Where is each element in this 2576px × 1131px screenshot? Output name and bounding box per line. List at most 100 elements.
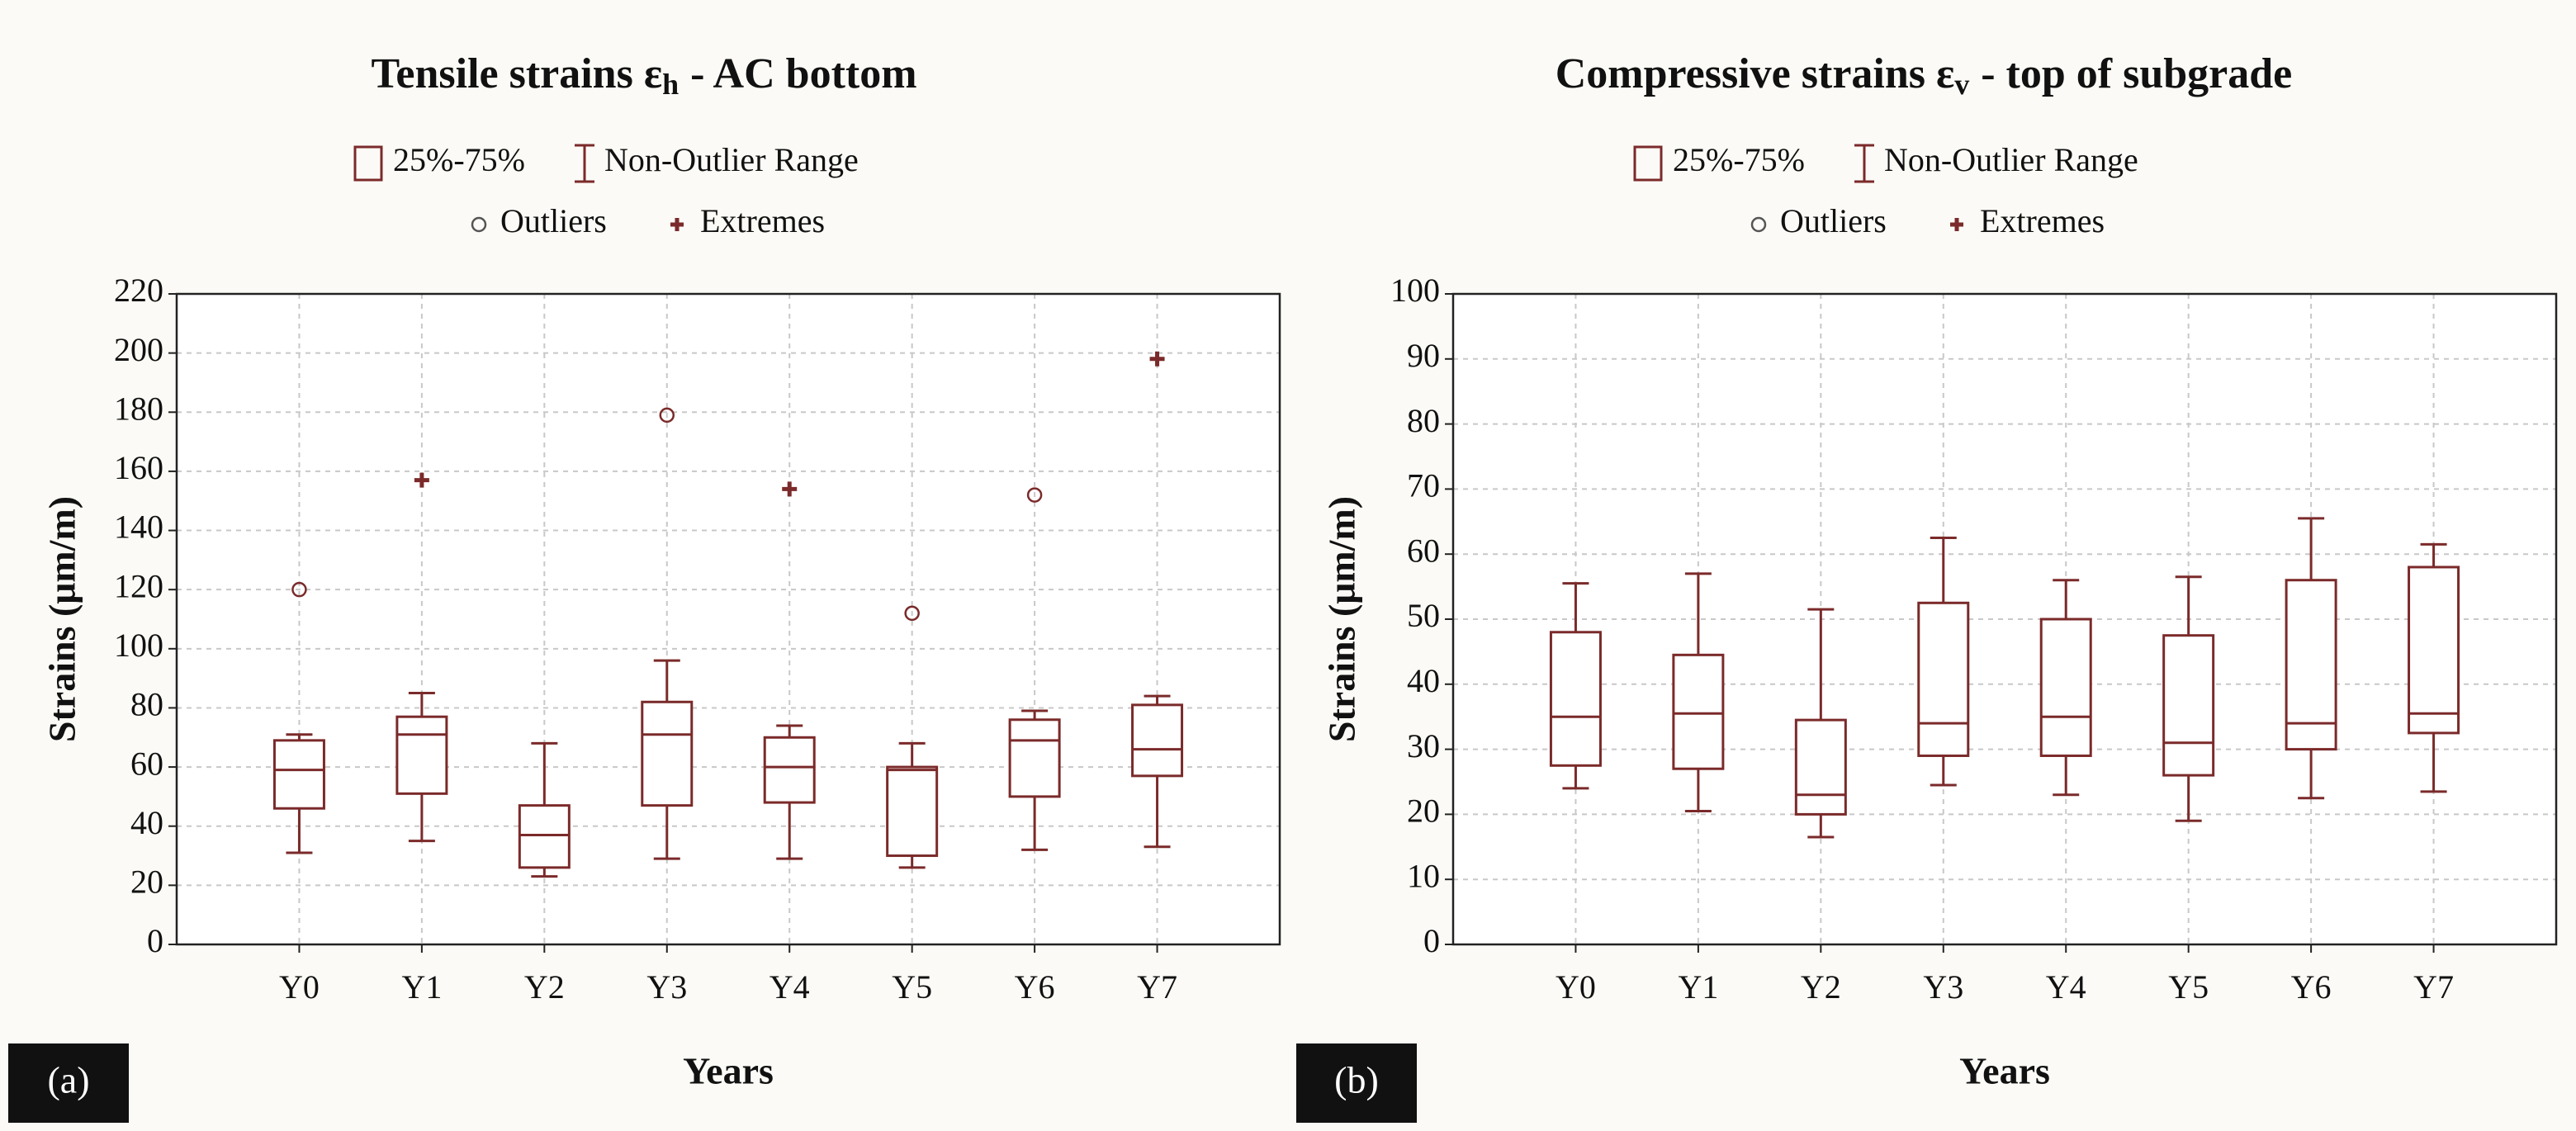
x-tick-label: Y1 [1678,968,1718,1006]
y-tick-label: 140 [114,509,163,546]
x-tick-label: Y2 [1801,968,1841,1006]
outlier [659,407,675,424]
x-axis-label: Years [1959,1050,2050,1092]
plot-frame [175,292,1281,946]
x-tick-label: Y3 [1923,968,1963,1006]
box [2408,566,2460,735]
box [641,700,694,807]
legend-box-symbol [1633,145,1663,182]
box [763,736,816,804]
legend-outlier-symbol [1750,216,1767,233]
y-tick-label: 100 [1390,272,1440,309]
y-tick-label: 0 [147,922,163,959]
title-subscript: v [1954,68,1969,101]
outlier [1026,487,1043,503]
extreme [414,472,429,488]
chart-title: Compressive strains εv - top of subgrade [1556,50,2293,101]
legend-box-symbol [353,145,383,182]
title-main: Compressive strains ε [1556,50,1954,97]
y-tick-label: 70 [1407,467,1440,504]
y-tick-label: 40 [1407,662,1440,699]
x-tick-label: Y5 [2168,968,2209,1006]
box [518,804,571,869]
y-tick-label: 200 [114,331,163,368]
legend-label: Non-Outlier Range [1884,141,2138,178]
y-tick-label: 0 [1423,922,1440,959]
y-tick-label: 80 [130,686,163,723]
box [2039,618,2092,757]
y-tick-label: 120 [114,567,163,604]
legend-label: Non-Outlier Range [604,141,859,178]
legend-whisker-symbol [575,144,594,183]
box [1917,601,1970,757]
legend-label: 25%-75% [393,141,525,178]
title-subscript: h [662,68,679,101]
chart-title: Tensile strains εh - AC bottom [371,50,916,101]
x-tick-label: Y4 [2046,968,2086,1006]
title-main: Tensile strains ε [371,50,662,97]
panel-label: (b) [1334,1059,1379,1101]
y-axis-label: Strains (μm/m) [1321,496,1363,742]
box [1672,653,1725,770]
box [2162,634,2215,777]
legend-whisker-symbol [1854,144,1874,183]
x-tick-label: Y3 [646,968,687,1006]
x-tick-label: Y6 [1015,968,1055,1006]
x-tick-label: Y7 [2413,968,2454,1006]
y-tick-label: 20 [1407,793,1440,830]
y-tick-label: 50 [1407,597,1440,634]
title-end: - AC bottom [690,50,916,97]
box [395,715,448,795]
y-tick-label: 220 [114,272,163,309]
extreme [782,481,798,497]
legend-outlier-symbol [471,216,487,233]
legend-label: Extremes [700,202,825,239]
legend-extreme-symbol [1950,218,1963,231]
x-tick-label: Y0 [279,968,320,1006]
legend-extreme-symbol [670,218,684,231]
y-tick-label: 100 [114,627,163,664]
panel-label-box [8,1043,129,1123]
plot-area [177,294,1280,944]
x-tick-label: Y1 [401,968,442,1006]
box [1131,703,1184,778]
y-tick-label: 40 [130,804,163,841]
y-tick-label: 160 [114,449,163,486]
x-tick-label: Y5 [892,968,932,1006]
y-tick-label: 20 [130,864,163,901]
plot-frame [1451,292,2558,946]
y-tick-label: 10 [1407,857,1440,894]
y-tick-label: 60 [130,745,163,782]
box [2285,579,2337,751]
y-tick-label: 90 [1407,337,1440,374]
box [886,765,939,858]
legend-label: 25%-75% [1673,141,1805,178]
outlier [904,605,920,622]
outlier [291,581,307,598]
box [1794,718,1847,816]
y-tick-label: 180 [114,390,163,427]
extreme [1149,351,1165,367]
x-tick-label: Y2 [524,968,565,1006]
x-tick-label: Y4 [769,968,810,1006]
legend-label: Outliers [500,202,607,239]
y-tick-label: 60 [1407,532,1440,569]
title-end: - top of subgrade [1981,50,2292,97]
x-axis-label: Years [683,1050,774,1092]
x-tick-label: Y0 [1556,968,1596,1006]
plot-area [1453,294,2556,944]
y-tick-label: 30 [1407,727,1440,764]
legend-label: Extremes [1980,202,2105,239]
legend-label: Outliers [1780,202,1887,239]
y-axis-label: Strains (μm/m) [41,496,83,742]
x-tick-label: Y6 [2291,968,2332,1006]
panel-label: (a) [47,1059,89,1101]
y-tick-label: 80 [1407,402,1440,439]
panel-label-box [1296,1043,1417,1123]
box [1549,631,1602,767]
box [1008,718,1061,798]
box [272,739,325,810]
x-tick-label: Y7 [1137,968,1177,1006]
